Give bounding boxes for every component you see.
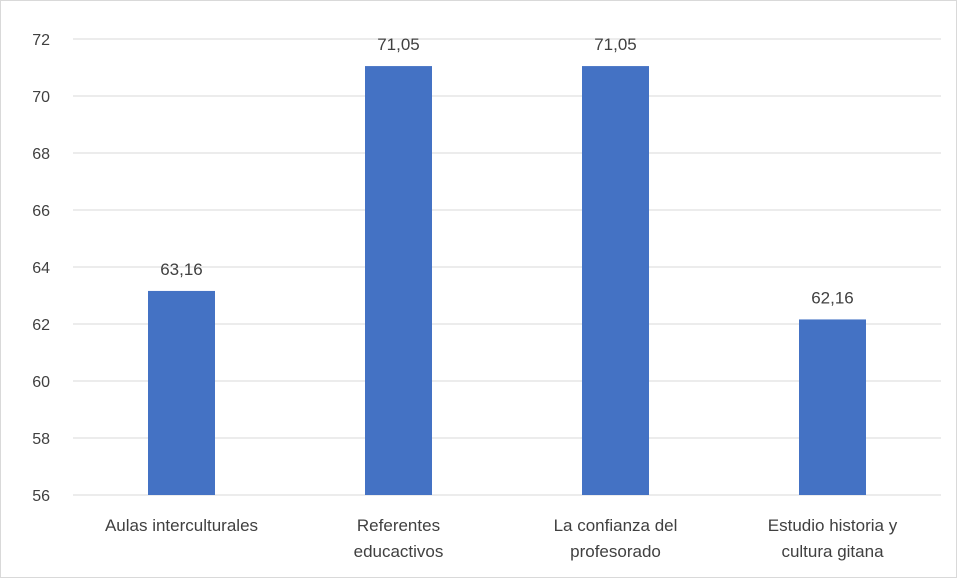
data-label: 71,05 <box>594 35 637 54</box>
x-tick-label-line: profesorado <box>570 542 661 561</box>
bar <box>148 290 215 495</box>
y-axis-ticks: 56 58 60 62 64 66 68 70 72 <box>32 32 50 505</box>
x-axis-ticks: Aulas interculturales Referentes educactiv… <box>105 516 898 561</box>
data-label: 62,16 <box>811 288 854 307</box>
y-tick-label: 68 <box>32 146 50 163</box>
x-tick-label-line: educactivos <box>354 542 444 561</box>
gridlines <box>73 38 941 496</box>
data-labels: 63,16 71,05 71,05 62,16 <box>160 35 854 307</box>
data-label: 63,16 <box>160 260 203 279</box>
x-tick-label-line: Estudio historia y <box>768 516 898 535</box>
y-tick-label: 64 <box>32 260 50 277</box>
x-tick-label-line: cultura gitana <box>781 542 884 561</box>
y-tick-label: 66 <box>32 203 50 220</box>
y-tick-label: 70 <box>32 89 50 106</box>
x-tick-label: Estudio historia y cultura gitana <box>768 516 898 561</box>
bars <box>148 66 866 495</box>
y-tick-label: 72 <box>32 32 50 49</box>
x-tick-label: Aulas interculturales <box>105 516 258 535</box>
x-tick-label-line: Referentes <box>357 516 440 535</box>
bar <box>365 66 432 495</box>
bar <box>582 66 649 495</box>
x-tick-label: Referentes educactivos <box>354 516 444 561</box>
y-tick-label: 62 <box>32 317 50 334</box>
y-tick-label: 56 <box>32 488 50 505</box>
x-tick-label: La confianza del profesorado <box>554 516 678 561</box>
bar <box>799 319 866 495</box>
data-label: 71,05 <box>377 35 420 54</box>
x-tick-label-line: La confianza del <box>554 516 678 535</box>
y-tick-label: 58 <box>32 431 50 448</box>
x-tick-label-line: Aulas interculturales <box>105 516 258 535</box>
y-tick-label: 60 <box>32 374 50 391</box>
